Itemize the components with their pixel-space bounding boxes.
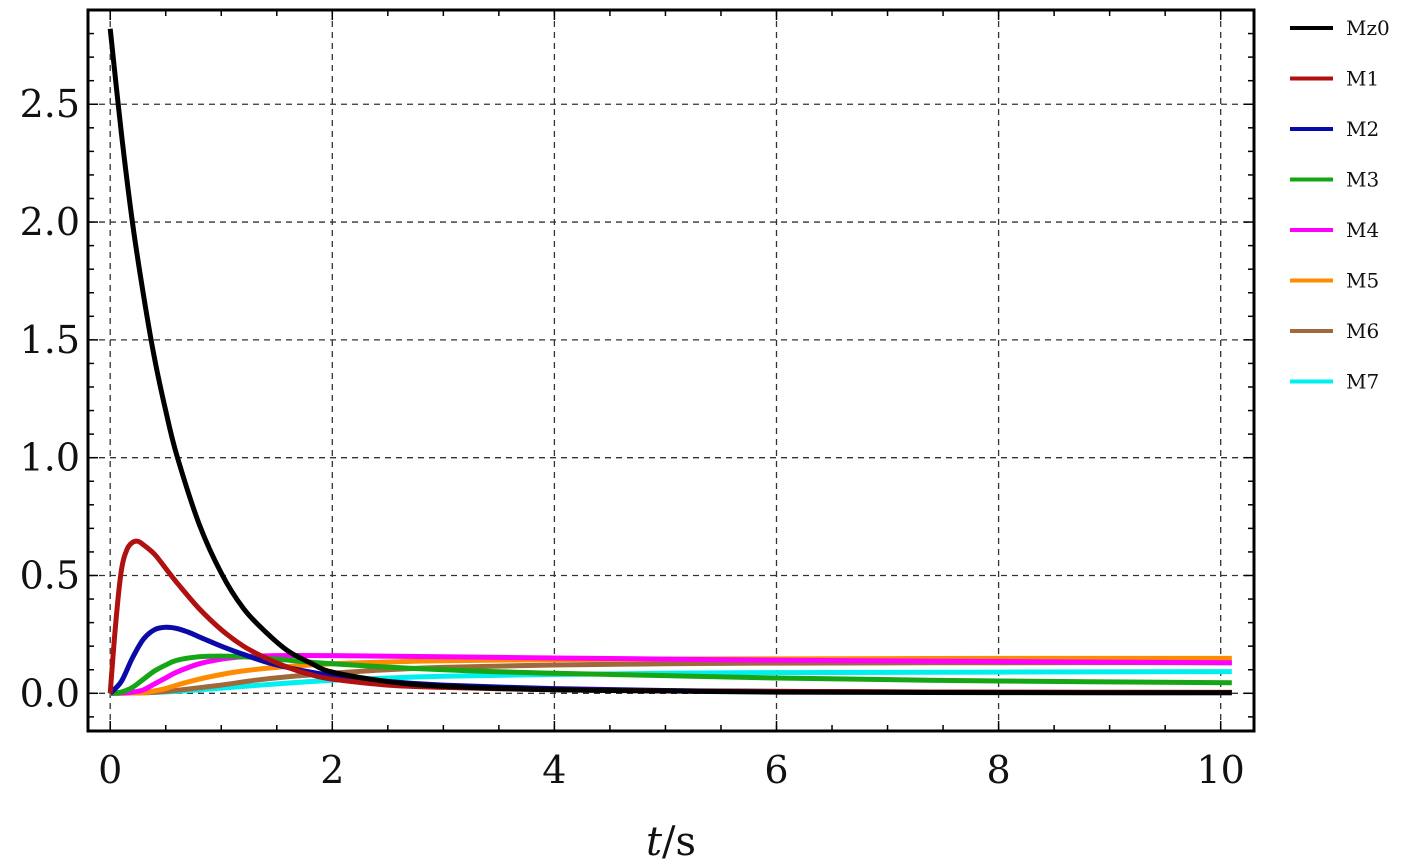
y-tick-label: 2.0 <box>20 200 80 244</box>
x-axis-title: t/s <box>646 819 696 865</box>
legend-label-m2: M2 <box>1346 117 1379 141</box>
series-line-m3 <box>109 653 1232 696</box>
y-tick-label: 2.5 <box>20 82 80 126</box>
legend: Mz0 M1 M2 M3 M4 M5 M6 M7 <box>1290 16 1390 394</box>
legend-label-m6: M6 <box>1346 319 1379 343</box>
x-tick-label: 2 <box>320 748 344 792</box>
legend-label-m1: M1 <box>1346 67 1379 91</box>
legend-label-m5: M5 <box>1346 269 1379 293</box>
legend-label-mz0: Mz0 <box>1346 16 1390 40</box>
y-tick-label: 1.0 <box>20 436 80 480</box>
legend-label-m4: M4 <box>1346 218 1379 242</box>
x-axis-title-var: t <box>646 819 663 865</box>
x-tick-label: 6 <box>764 748 788 792</box>
y-tick-label: 0.0 <box>20 671 80 715</box>
x-axis-title-unit: /s <box>662 819 696 865</box>
x-tick-labels: 0 2 4 6 8 10 <box>98 748 1245 792</box>
x-tick-label: 8 <box>986 748 1010 792</box>
minor-ticks <box>88 10 1254 731</box>
y-tick-label: 1.5 <box>20 318 80 362</box>
x-tick-label: 10 <box>1197 748 1245 792</box>
legend-label-m3: M3 <box>1346 168 1379 192</box>
x-tick-label: 4 <box>542 748 566 792</box>
legend-label-m7: M7 <box>1346 370 1379 394</box>
x-tick-label: 0 <box>98 748 122 792</box>
y-tick-label: 0.5 <box>20 553 80 597</box>
grid <box>88 10 1254 731</box>
plot-frame <box>86 8 1256 733</box>
series-line-mz0 <box>107 28 1232 696</box>
series-lines <box>107 28 1232 696</box>
y-tick-labels: 0.0 0.5 1.0 1.5 2.0 2.5 <box>20 82 80 715</box>
